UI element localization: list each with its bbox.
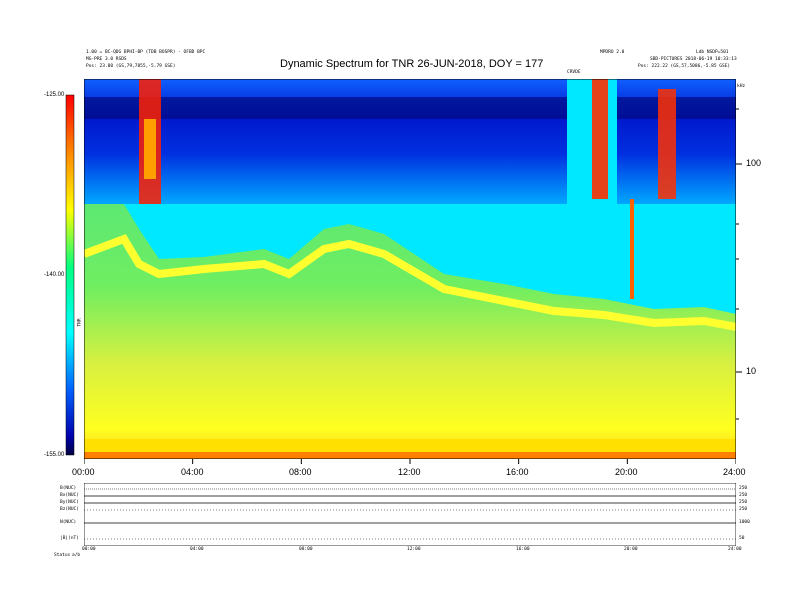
panel-tick-1200: 12:00	[407, 547, 421, 552]
panel-label-by: By(NUC)	[60, 500, 79, 505]
panel-tick-0800: 08:00	[299, 547, 313, 552]
colorbar-label: TNR	[77, 318, 83, 327]
panel-label-n: N(NUC)	[60, 520, 77, 525]
x-tick-2400: 24:00	[723, 467, 746, 477]
header-info-right-2: Ldb NSDP=501	[696, 50, 729, 55]
header-position-left: Pos: 23.80 (GS,79,7855,-5.79 GSE)	[86, 64, 176, 69]
header-info-line-1: 1.00 = BC-QDG BPHI-BP (TDB BOSPR) - OFBD…	[86, 50, 206, 55]
header-info-right-3: SBD-PICTURES 2018-06-19 10:33:13	[650, 57, 737, 62]
event-marker-label: CRVDE	[567, 70, 581, 75]
y-axis-unit: kHz	[737, 84, 746, 89]
y-tick-label-100: 100	[746, 158, 762, 168]
spectrogram-yellow-ridge	[84, 234, 736, 331]
panel-tick-1600: 16:00	[516, 547, 530, 552]
panel-label-bz: Bz(NUC)	[60, 507, 79, 512]
colorbar	[65, 94, 75, 456]
colorbar-tick-bottom: -155.00	[44, 452, 65, 458]
spectrogram-mid-band	[84, 204, 736, 314]
status-label: Status	[54, 553, 71, 558]
x-tick-0400: 04:00	[181, 467, 204, 477]
header-position-right: Pos: 222.22 (GS,57,5086,-5.85 GSE)	[638, 64, 731, 69]
x-tick-1600: 16:00	[506, 467, 529, 477]
panel-tick-2000: 20:00	[624, 547, 638, 552]
header-info-right-1: MPDRO 2.0	[600, 50, 625, 55]
panel-tick-0400: 04:00	[190, 547, 204, 552]
panel-value-bx: 250	[739, 493, 748, 498]
spectrogram	[84, 79, 736, 459]
header-info-line-2: MG-PRE 3.0 RSDS	[86, 57, 127, 62]
panel-value-n: 1000	[739, 520, 750, 525]
burst-2130	[658, 89, 676, 199]
colorbar-gradient	[65, 94, 75, 456]
panel-tick-0000: 00:00	[82, 547, 96, 552]
y-tick-label-10: 10	[746, 366, 757, 376]
panel-value-by: 250	[739, 500, 748, 505]
y-axis	[736, 108, 742, 420]
panel-label-b: B(NUC)	[60, 486, 77, 491]
colorbar-tick-top: -125.00	[44, 92, 65, 98]
panel-tick-2400: 24:00	[728, 547, 742, 552]
burst-1930	[592, 79, 608, 199]
spectrogram-floor-edge	[84, 452, 736, 459]
x-tick-2000: 20:00	[615, 467, 638, 477]
panel-value-abs-b: 50	[739, 536, 745, 541]
colorbar-tick-mid: -140.00	[44, 272, 65, 278]
panel-value-b: 250	[739, 486, 748, 491]
parameter-panels	[84, 483, 736, 546]
burst-0230-core	[144, 119, 156, 179]
status-note: a/b	[72, 553, 81, 558]
chart-title: Dynamic Spectrum for TNR 26-JUN-2018, DO…	[280, 58, 544, 70]
x-tick-0800: 08:00	[289, 467, 312, 477]
x-tick-1200: 12:00	[398, 467, 421, 477]
panel-label-abs-b: |B|(nT)	[60, 536, 79, 541]
panel-label-bx: Bx(NUC)	[60, 493, 79, 498]
x-axis	[84, 459, 736, 464]
spectrogram-dark-stripe	[84, 97, 736, 119]
x-tick-0000: 00:00	[72, 467, 95, 477]
panel-value-bz: 250	[739, 507, 748, 512]
burst-2015	[630, 199, 634, 299]
